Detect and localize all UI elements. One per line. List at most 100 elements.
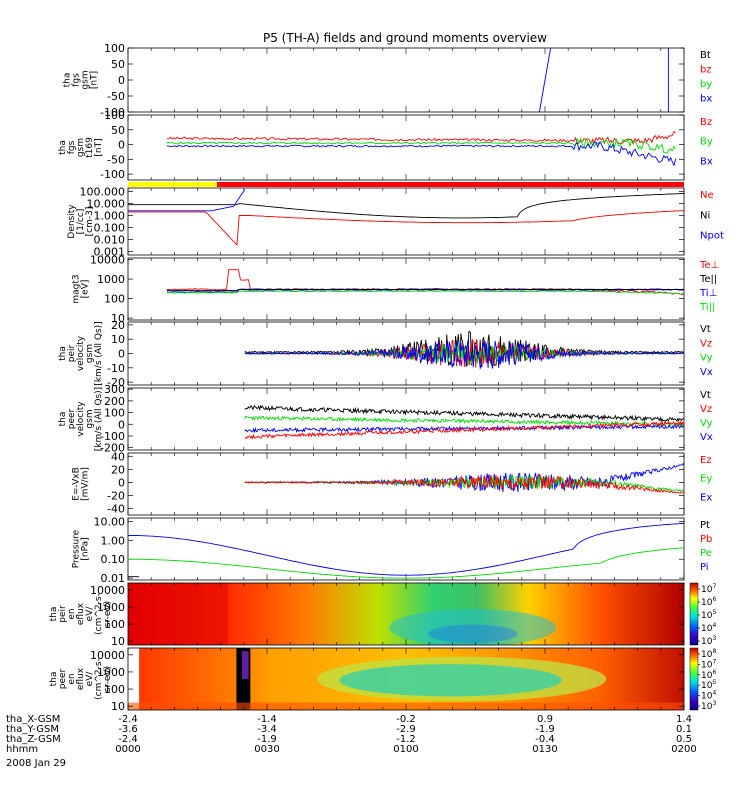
- colorbar: [689, 647, 699, 711]
- legend-entry: Te||: [699, 274, 717, 285]
- panel-fgs_t169: 100 50 0-50 -100 tha fgs gsm t169 [nT] Bz By Bx: [58, 109, 713, 181]
- axis-row-value: 0100: [393, 744, 418, 755]
- axis-row-value: -1.2: [396, 734, 416, 745]
- time-axis-rows: tha_X-GSM -2.4 -1.4 -0.2 0.9 1.4 tha_Y-GSM -3.6…: [6, 714, 697, 755]
- y-tick-label: 300: [104, 383, 125, 396]
- y-tick-label: 1000: [97, 601, 125, 614]
- svg-text:gsm: gsm: [85, 344, 95, 363]
- y-tick-label: 40: [111, 450, 125, 463]
- svg-text:en: en: [67, 608, 77, 619]
- svg-text:magt3: magt3: [72, 274, 82, 303]
- axis-row-value: -0.2: [396, 714, 416, 725]
- legend-entry: Ti⊥: [699, 288, 717, 299]
- svg-text:[eV]: [eV]: [81, 280, 91, 299]
- y-tick-label: -40: [107, 502, 125, 515]
- y-tick-label: 10.00: [94, 515, 126, 528]
- legend-entry: Bz: [700, 117, 712, 128]
- svg-text:peir: peir: [58, 605, 68, 623]
- legend-entry: Npot: [700, 231, 724, 242]
- y-axis-label: tha peir en eflux eV/(cm^2-s-sr-eV): [49, 593, 113, 635]
- svg-text:tha: tha: [49, 672, 59, 687]
- axis-row-name: hhmm: [6, 744, 38, 755]
- y-tick-label: -100: [100, 106, 125, 119]
- series-line: [166, 289, 684, 293]
- y-tick-label: -20: [107, 489, 125, 502]
- axis-row-value: -3.6: [118, 724, 138, 735]
- svg-text:tha: tha: [58, 346, 68, 361]
- series-line: [128, 522, 684, 576]
- y-tick-label: 100: [104, 407, 125, 420]
- heatmap-core-inner: [339, 664, 562, 697]
- axis-row-value: -0.4: [535, 734, 555, 745]
- axis-row-value: 0.9: [537, 714, 553, 725]
- y-tick-label: 100: [104, 618, 125, 631]
- y-tick-label: -50: [107, 90, 125, 103]
- y-tick-label: 20: [111, 319, 125, 332]
- svg-text:[nT]: [nT]: [94, 138, 104, 156]
- series-line: [166, 141, 677, 167]
- axis-row-name: tha_X-GSM: [6, 714, 60, 725]
- svg-text:(cm^2-s-: (cm^2-s-: [94, 658, 104, 700]
- svg-text:Pressure: Pressure: [72, 529, 82, 568]
- y-tick-label: 10.000: [87, 198, 126, 211]
- y-tick-label: 100: [104, 293, 125, 306]
- svg-text:eV/: eV/: [85, 606, 95, 622]
- legend-entry: Ez: [700, 455, 712, 466]
- y-tick-label: 10000: [90, 584, 125, 597]
- svg-text:fgs: fgs: [67, 140, 77, 154]
- y-tick-label: 100: [104, 42, 125, 55]
- y-axis-label: tha peer en eflux eV/(cm^2-s-sr-eV): [49, 658, 113, 700]
- series-line: [128, 193, 684, 219]
- axis-row-value: -1.4: [257, 714, 277, 725]
- legend-entry: Vt: [700, 390, 711, 401]
- panel-temperature: 10000 1000 100 10 magt3 [eV] Te⊥ Te|| Ti⊥ Ti||: [72, 254, 720, 326]
- svg-text:t169: t169: [85, 137, 95, 158]
- y-axis-label: tha peir velocity gsm [km/s (All Qs)]: [58, 321, 104, 385]
- series-line: [244, 404, 684, 423]
- svg-text:gsm: gsm: [81, 70, 91, 89]
- y-axis-label: magt3 [eV]: [72, 274, 91, 303]
- series-line: [538, 48, 552, 112]
- y-tick-label: 1.000: [94, 210, 126, 223]
- svg-text:tha: tha: [63, 73, 73, 88]
- svg-text:E=-VxB: E=-VxB: [72, 467, 82, 501]
- legend-entry: Vx: [700, 367, 713, 378]
- colorbar-label: 103: [701, 700, 716, 712]
- svg-text:velocity: velocity: [76, 335, 86, 371]
- y-tick-label: 10: [111, 700, 125, 713]
- svg-text:eV/: eV/: [85, 671, 95, 687]
- legend-entry: Ex: [700, 492, 712, 503]
- series-line: [166, 290, 684, 295]
- legend-entry: Ne: [700, 190, 714, 201]
- y-tick-label: 200: [104, 395, 125, 408]
- y-tick-label: 1.00: [101, 534, 126, 547]
- svg-text:(cm^2-s-: (cm^2-s-: [94, 593, 104, 635]
- colorbar-label: 104: [701, 622, 716, 634]
- y-tick-label: 20: [111, 463, 125, 476]
- colorbar-label: 105: [701, 609, 716, 621]
- axis-row-name: tha_Z-GSM: [6, 734, 61, 745]
- svg-text:sr-eV): sr-eV): [103, 601, 113, 627]
- series-line: [128, 210, 684, 247]
- y-axis-label: tha peer velocity gsm [km/s (All Qs)]: [58, 387, 104, 451]
- series-line: [128, 189, 246, 212]
- date-label: 2008 Jan 29: [6, 758, 66, 769]
- mode-bar-red: [216, 182, 684, 187]
- svg-text:peer: peer: [58, 668, 68, 689]
- svg-text:sr-eV): sr-eV): [103, 666, 113, 692]
- axis-row-value: -2.9: [396, 724, 416, 735]
- legend-entry: Pe: [700, 548, 712, 559]
- y-tick-label: 10: [111, 635, 125, 648]
- legend-entry: Te⊥: [699, 260, 719, 271]
- y-tick-label: 0: [118, 139, 125, 152]
- y-tick-label: 1000: [97, 666, 125, 679]
- y-tick-label: 0.001: [94, 245, 126, 258]
- y-tick-label: 50: [111, 58, 125, 71]
- svg-text:peir: peir: [67, 344, 77, 362]
